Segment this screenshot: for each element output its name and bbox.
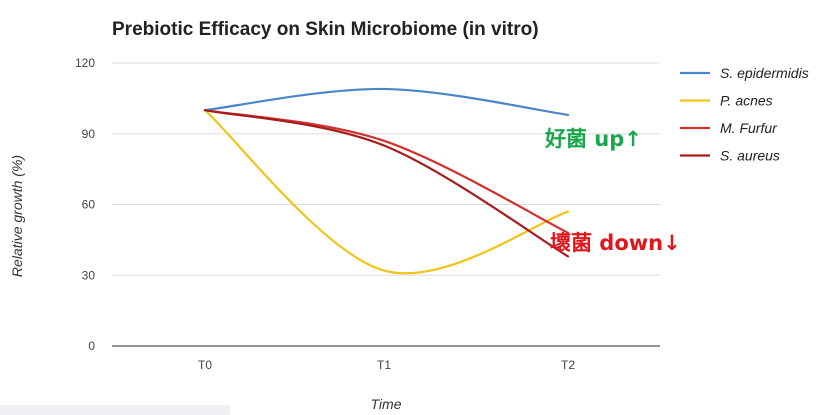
bottom-band [0,405,230,415]
x-tick-label: T1 [377,358,391,372]
x-axis-label: Time [371,396,402,412]
y-axis-ticks: 0 30 60 90 120 [75,56,95,353]
chart-title: Prebiotic Efficacy on Skin Microbiome (i… [112,19,539,40]
y-tick-label: 60 [82,198,96,212]
legend[interactable]: S. epidermidis P. acnes M. Furfur S. aureus [680,65,809,164]
y-tick-label: 120 [75,56,95,70]
gridlines [112,62,660,347]
y-tick-label: 30 [82,268,96,282]
x-axis-ticks: T0 T1 T2 [198,358,575,372]
x-tick-label: T0 [198,358,212,372]
annotation-good-bacteria-up: 好菌 up↑ [544,127,642,151]
annotation-bad-bacteria-down: 壞菌 down↓ [550,231,681,255]
legend-label-m-furfur: M. Furfur [720,120,778,136]
legend-label-p-acnes: P. acnes [720,93,773,109]
series-line-s-aureus [203,109,570,258]
series-line-m-furfur [203,109,570,234]
series-lines [203,87,570,275]
y-tick-label: 90 [82,127,96,141]
series-line-s-epidermidis [203,87,570,116]
y-tick-label: 0 [88,339,95,353]
y-axis-label: Relative growth (%) [9,155,25,277]
legend-label-s-aureus: S. aureus [720,148,780,164]
annotations: 好菌 up↑ 壞菌 down↓ [544,127,681,255]
legend-label-s-epidermidis: S. epidermidis [720,65,809,81]
x-tick-label: T2 [561,358,575,372]
series-line-p-acnes [203,109,570,275]
